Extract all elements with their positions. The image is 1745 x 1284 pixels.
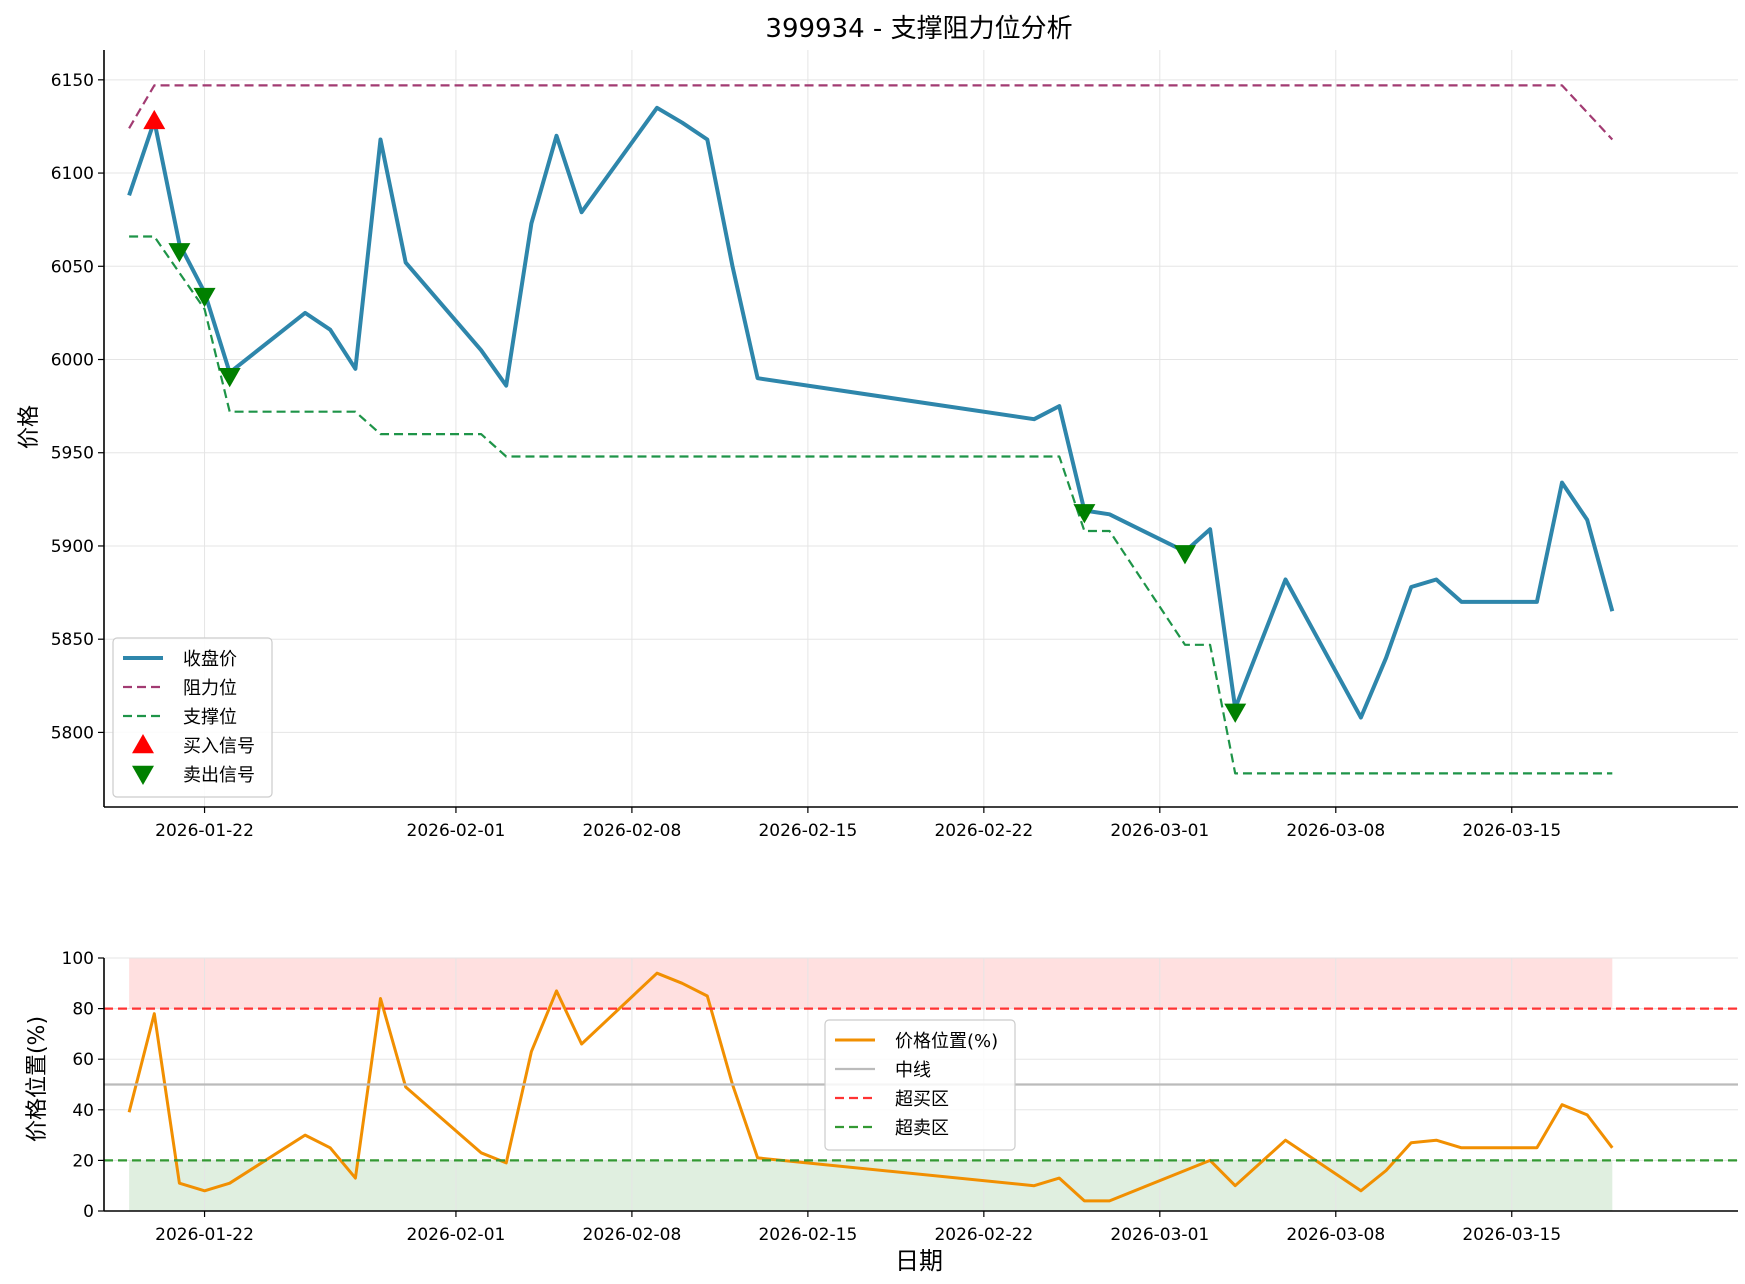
- position-x-tick-label: 2026-02-15: [758, 1225, 857, 1245]
- price-y-tick-label: 6150: [51, 71, 94, 91]
- position-y-tick-label: 40: [72, 1101, 94, 1121]
- position-legend-label: 超卖区: [895, 1118, 949, 1139]
- price-x-tick-label: 2026-03-01: [1110, 821, 1209, 841]
- position-x-axis-label: 日期: [895, 1247, 943, 1275]
- price-x-tick-label: 2026-02-01: [407, 821, 506, 841]
- price-legend-marker: [132, 734, 154, 754]
- position-panel: 0 20 40 60 80 100 2026-01-22 2026-02-01 2026-02-…: [62, 949, 1738, 1245]
- price-legend-label: 收盘价: [183, 649, 237, 670]
- position-x-tick-label: 2026-02-22: [934, 1225, 1033, 1245]
- price-legend-label: 支撑位: [183, 707, 237, 728]
- main-chart-title: 399934 - 支撑阻力位分析: [765, 14, 1072, 44]
- price-series-line-0: [127, 105, 1615, 720]
- position-x-tick-label: 2026-03-01: [1110, 1225, 1209, 1245]
- price-y-tick-label: 5950: [51, 444, 94, 464]
- sell-signal-marker: [168, 243, 191, 263]
- position-legend-box: [824, 1019, 1016, 1151]
- position-y-tick-label: 80: [72, 1000, 94, 1020]
- position-y-tick-label: 20: [72, 1151, 94, 1171]
- buy-signal-marker: [143, 109, 166, 130]
- price-y-tick-label: 5850: [51, 630, 94, 650]
- position-legend-label: 超买区: [895, 1089, 949, 1110]
- price-y-tick-label: 5900: [51, 537, 94, 557]
- position-x-tick-label: 2026-03-08: [1286, 1225, 1385, 1245]
- price-series-line-2: [129, 235, 1613, 775]
- price-legend-label: 买入信号: [183, 736, 255, 757]
- price-legend-box: [112, 637, 273, 798]
- sell-signal-marker: [1173, 545, 1196, 565]
- position-x-tick-label: 2026-02-01: [407, 1225, 506, 1245]
- sell-signal-marker: [1224, 703, 1247, 723]
- price-legend-label: 阻力位: [183, 678, 237, 699]
- position-y-tick-label: 0: [83, 1202, 94, 1222]
- price-legend-marker: [132, 765, 154, 785]
- position-legend-label: 中线: [895, 1060, 931, 1081]
- position-y-tick-label: 60: [72, 1050, 94, 1070]
- price-x-tick-label: 2026-03-08: [1286, 821, 1385, 841]
- price-y-tick-label: 5800: [51, 723, 94, 743]
- price-y-tick-label: 6100: [51, 164, 94, 184]
- price-x-tick-label: 2026-01-22: [155, 821, 254, 841]
- price-x-tick-label: 2026-02-08: [583, 821, 682, 841]
- price-series-line-1: [128, 84, 1614, 141]
- price-y-axis-label: 价格: [17, 405, 42, 449]
- position-x-tick-label: 2026-01-22: [155, 1225, 254, 1245]
- sell-signal-marker: [193, 287, 216, 308]
- price-y-tick-label: 6000: [51, 351, 94, 371]
- price-x-tick-label: 2026-02-22: [934, 821, 1033, 841]
- price-y-tick-label: 6050: [51, 257, 94, 277]
- sell-signal-marker: [218, 368, 241, 388]
- position-legend-label: 价格位置(%): [895, 1031, 998, 1052]
- position-y-tick-label: 100: [62, 949, 94, 969]
- price-x-tick-label: 2026-03-15: [1462, 821, 1561, 841]
- sell-signal-marker: [1073, 504, 1096, 524]
- position-y-axis-label: 价格位置(%): [25, 1016, 50, 1142]
- price-panel: 5800 5850 5900 5950 6000 6050 6100 6150 2026-01-…: [51, 50, 1738, 841]
- price-x-tick-label: 2026-02-15: [758, 821, 857, 841]
- position-x-tick-label: 2026-02-08: [583, 1225, 682, 1245]
- price-legend-label: 卖出信号: [183, 765, 255, 786]
- position-x-tick-label: 2026-03-15: [1462, 1225, 1561, 1245]
- position-zone-band-0: [129, 958, 1613, 1009]
